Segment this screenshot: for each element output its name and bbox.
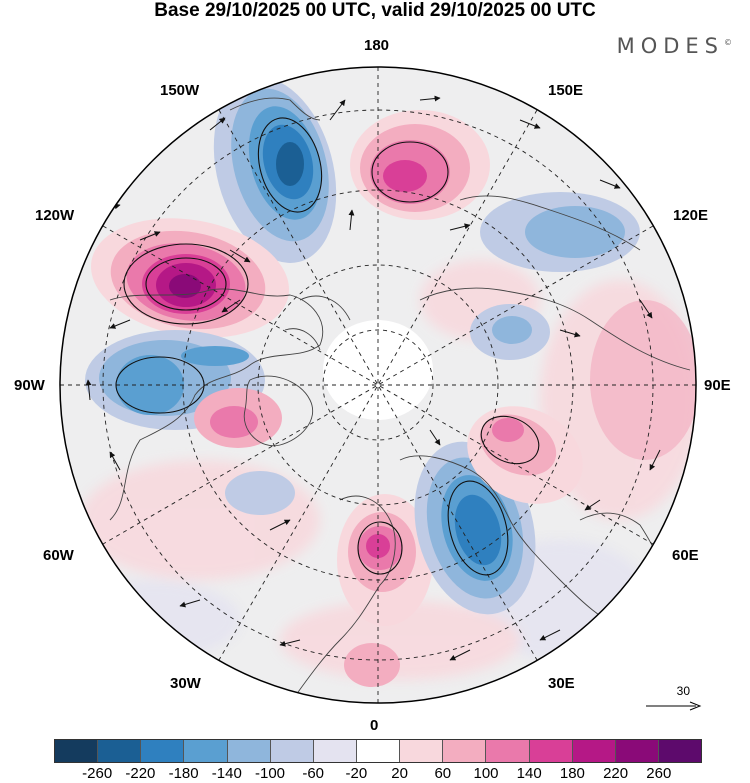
anomaly-low-labrador (225, 471, 295, 515)
anomaly-low-east-siberia (470, 192, 640, 360)
colorbar-swatch (400, 740, 444, 762)
colorbar-tick-label: -220 (125, 765, 156, 782)
colorbar-swatch (227, 740, 271, 762)
colorbar-swatch (270, 740, 314, 762)
reference-vector-arrow-icon (646, 701, 702, 711)
label-30w: 30W (170, 675, 201, 692)
colorbar-swatch (529, 740, 573, 762)
colorbar-tick-label: 180 (559, 765, 585, 782)
colorbar-tick-label: 140 (516, 765, 542, 782)
map-border (59, 66, 697, 704)
anomaly-high-siberia (467, 406, 583, 504)
colorbar-tick-label: -20 (345, 765, 368, 782)
anomaly-low-alaska (213, 77, 337, 263)
label-180: 180 (364, 37, 390, 54)
reference-vector-label: 30 (676, 684, 690, 698)
colorbar-swatch (184, 740, 228, 762)
colorbar-tick-label: -60 (302, 765, 325, 782)
colorbar-swatch (443, 740, 487, 762)
colorbar-tick-label: 60 (434, 765, 452, 782)
colorbar-swatch (98, 740, 142, 762)
chart-title: Base 29/10/2025 00 UTC, valid 29/10/2025… (154, 0, 596, 21)
colorbar-swatch (141, 740, 185, 762)
label-90e: 90E (704, 377, 731, 394)
brand-copyright: © (724, 38, 732, 47)
label-120w: 120W (35, 207, 75, 224)
colorbar-swatch (356, 740, 401, 762)
label-30e: 30E (548, 675, 575, 692)
colorbar-swatch (486, 740, 530, 762)
colorbar-swatch (572, 740, 616, 762)
colorbar-swatch (313, 740, 357, 762)
colorbar-swatch (55, 740, 99, 762)
anomaly-high-bering (350, 110, 490, 220)
colorbar-tick-label: -140 (211, 765, 242, 782)
colorbar-swatch (615, 740, 659, 762)
label-120e: 120E (673, 207, 709, 224)
anomaly-high-europe (337, 494, 433, 687)
anomaly-high-central-asia (590, 300, 696, 460)
label-150e: 150E (548, 82, 584, 99)
colorbar-tick-label: -260 (82, 765, 113, 782)
graticule (60, 67, 696, 703)
polar-cap (323, 320, 433, 420)
colorbar-swatch (658, 740, 702, 762)
anomaly-low-scandinavia (414, 441, 536, 615)
label-90w: 90W (14, 377, 45, 394)
colorbar-tick-label: 100 (473, 765, 499, 782)
label-150w: 150W (160, 82, 200, 99)
brand-logo: MODES© (617, 34, 732, 58)
colorbar-tick-label: -180 (168, 765, 199, 782)
streamlines (115, 117, 540, 576)
anomaly-high-greenland (194, 388, 282, 448)
colorbar-tick-label: -100 (254, 765, 286, 782)
brand-name: MODES (616, 34, 724, 58)
colorbar-tick-label: 220 (603, 765, 629, 782)
colorbar (54, 739, 702, 763)
colorbar-tick-label: 260 (646, 765, 672, 782)
wind-vectors (85, 95, 661, 661)
label-60w: 60W (43, 547, 74, 564)
field-layer (60, 67, 696, 703)
label-60e: 60E (672, 547, 699, 564)
colorbar-tick-label: 20 (391, 765, 408, 782)
label-0: 0 (370, 717, 379, 734)
